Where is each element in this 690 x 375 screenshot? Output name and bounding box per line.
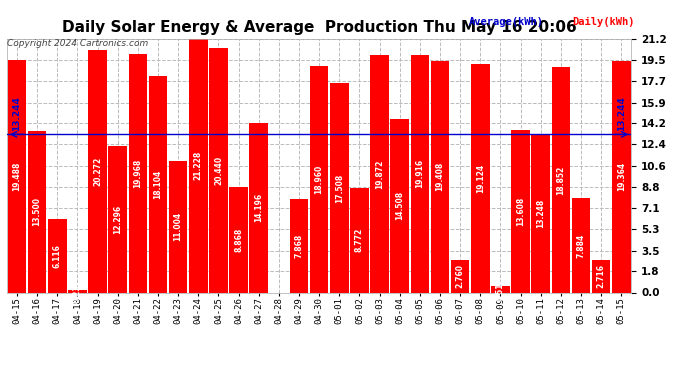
Text: 19.916: 19.916 [415,159,424,188]
Bar [209,48,228,292]
Text: 0.232: 0.232 [73,279,82,303]
Bar [128,54,147,292]
Bar [451,260,469,292]
Bar [149,76,167,292]
Text: 19.364: 19.364 [617,162,626,192]
Text: 18.104: 18.104 [153,170,162,199]
Text: Daily(kWh): Daily(kWh) [573,17,635,27]
Bar [471,64,489,292]
Bar [290,198,308,292]
Text: 19.124: 19.124 [476,164,485,193]
Text: 19.968: 19.968 [133,159,142,188]
Text: 14.508: 14.508 [395,191,404,220]
Text: 2.716: 2.716 [597,264,606,288]
Bar [48,219,66,292]
Text: 20.272: 20.272 [93,157,102,186]
Bar [330,84,348,292]
Text: 0.512: 0.512 [496,278,505,302]
Text: 19.872: 19.872 [375,159,384,189]
Text: 13.608: 13.608 [516,196,525,226]
Bar [310,66,328,292]
Text: 13.244: 13.244 [12,96,21,131]
Text: 21.228: 21.228 [194,151,203,180]
Bar [511,130,530,292]
Bar [249,123,268,292]
Bar [88,51,107,292]
Bar [371,55,389,292]
Bar [8,60,26,292]
Text: 8.868: 8.868 [234,227,243,252]
Text: 18.960: 18.960 [315,165,324,194]
Text: 6.116: 6.116 [52,244,62,268]
Text: 13.248: 13.248 [536,199,545,228]
Bar [531,134,550,292]
Text: 19.488: 19.488 [12,162,21,191]
Text: 12.296: 12.296 [113,204,122,234]
Bar [551,68,570,292]
Bar [572,198,590,292]
Bar [411,55,429,292]
Bar [350,188,368,292]
Text: 7.884: 7.884 [576,233,586,258]
Title: Daily Solar Energy & Average  Production Thu May 16 20:06: Daily Solar Energy & Average Production … [61,20,577,35]
Text: 20.440: 20.440 [214,156,223,185]
Bar [229,187,248,292]
Bar [68,290,87,292]
Text: 7.868: 7.868 [295,233,304,258]
Bar [592,260,611,292]
Bar [491,286,510,292]
Bar [431,61,449,292]
Text: 2.760: 2.760 [455,264,464,288]
Bar [189,39,208,292]
Text: Copyright 2024 Cartronics.com: Copyright 2024 Cartronics.com [7,39,148,48]
Text: 18.852: 18.852 [556,165,565,195]
Bar [169,161,188,292]
Bar [108,146,127,292]
Bar [28,131,46,292]
Text: 13.500: 13.500 [32,197,41,226]
Text: 8.772: 8.772 [355,228,364,252]
Text: 19.408: 19.408 [435,162,444,191]
Text: 17.508: 17.508 [335,173,344,202]
Text: Average(kWh): Average(kWh) [469,17,544,27]
Bar [612,61,631,292]
Bar [391,119,409,292]
Text: 14.196: 14.196 [254,193,263,222]
Text: 13.244: 13.244 [617,96,626,131]
Text: 11.004: 11.004 [174,212,183,242]
